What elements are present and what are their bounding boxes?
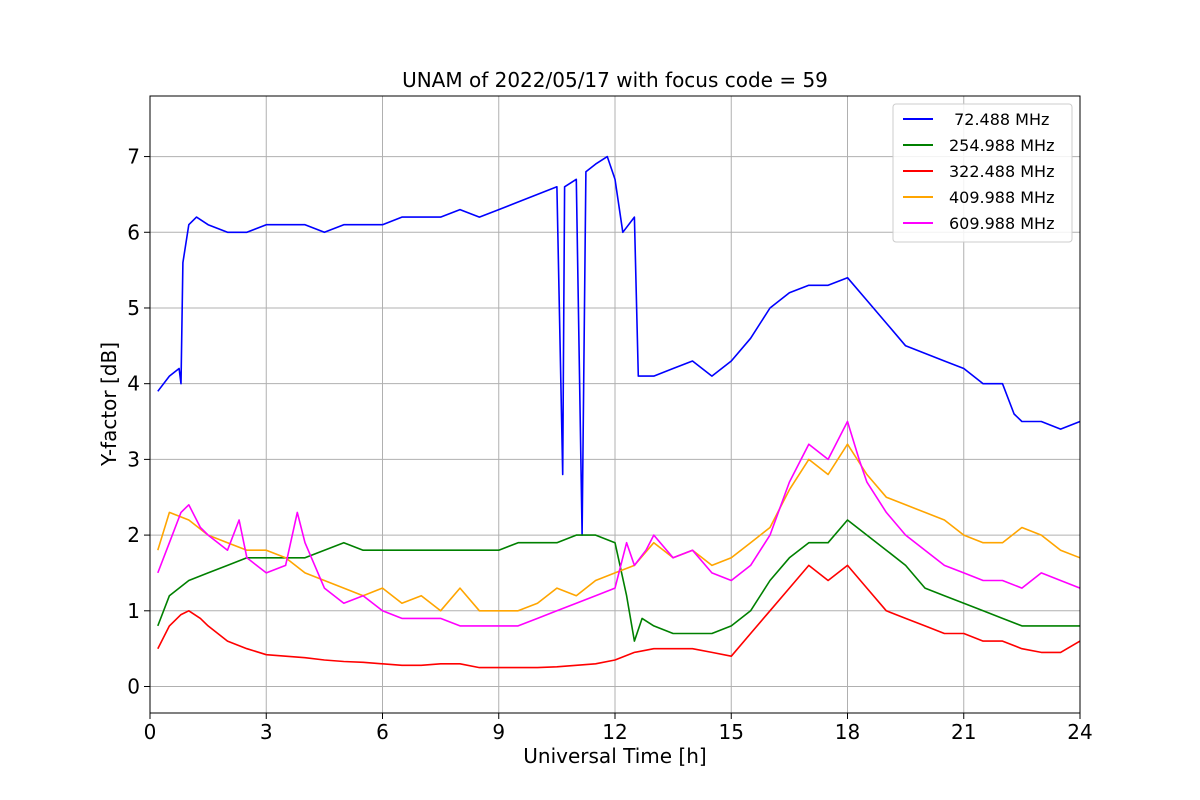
legend-label: 72.488 MHz xyxy=(949,110,1049,129)
grid xyxy=(149,96,1081,713)
chart-title: UNAM of 2022/05/17 with focus code = 59 xyxy=(402,68,828,92)
x-tick-label: 18 xyxy=(835,720,860,744)
series-line-2 xyxy=(157,564,1080,669)
x-axis-label: Universal Time [h] xyxy=(523,744,706,768)
series-layer xyxy=(157,155,1080,669)
series-line-4 xyxy=(157,420,1080,627)
y-tick-label: 0 xyxy=(127,675,140,699)
x-tick-label: 24 xyxy=(1067,720,1092,744)
legend-label: 409.988 MHz xyxy=(949,188,1054,207)
x-tick-label: 6 xyxy=(376,720,389,744)
x-tick-label: 12 xyxy=(602,720,627,744)
legend-label: 609.988 MHz xyxy=(949,214,1054,233)
y-tick-label: 4 xyxy=(127,372,140,396)
x-tick-label: 15 xyxy=(719,720,744,744)
series-line-0 xyxy=(157,155,1080,536)
legend-label: 322.488 MHz xyxy=(949,162,1054,181)
y-axis-label: Y-factor [dB] xyxy=(97,342,121,467)
y-tick-label: 5 xyxy=(127,296,140,320)
legend-label: 254.988 MHz xyxy=(949,136,1054,155)
y-tick-label: 7 xyxy=(127,145,140,169)
y-tick-label: 2 xyxy=(127,523,140,547)
y-tick-label: 3 xyxy=(127,447,140,471)
y-tick-label: 1 xyxy=(127,599,140,623)
x-tick-label: 9 xyxy=(492,720,505,744)
series-line-3 xyxy=(157,443,1080,612)
x-tick-label: 3 xyxy=(260,720,273,744)
legend-box xyxy=(892,103,1073,243)
y-tick-label: 6 xyxy=(127,220,140,244)
x-tick-label: 0 xyxy=(144,720,157,744)
legend: 72.488 MHz 254.988 MHz 322.488 MHz 409.988 … xyxy=(892,103,1073,243)
x-tick-label: 21 xyxy=(951,720,976,744)
series-line-1 xyxy=(157,519,1080,642)
